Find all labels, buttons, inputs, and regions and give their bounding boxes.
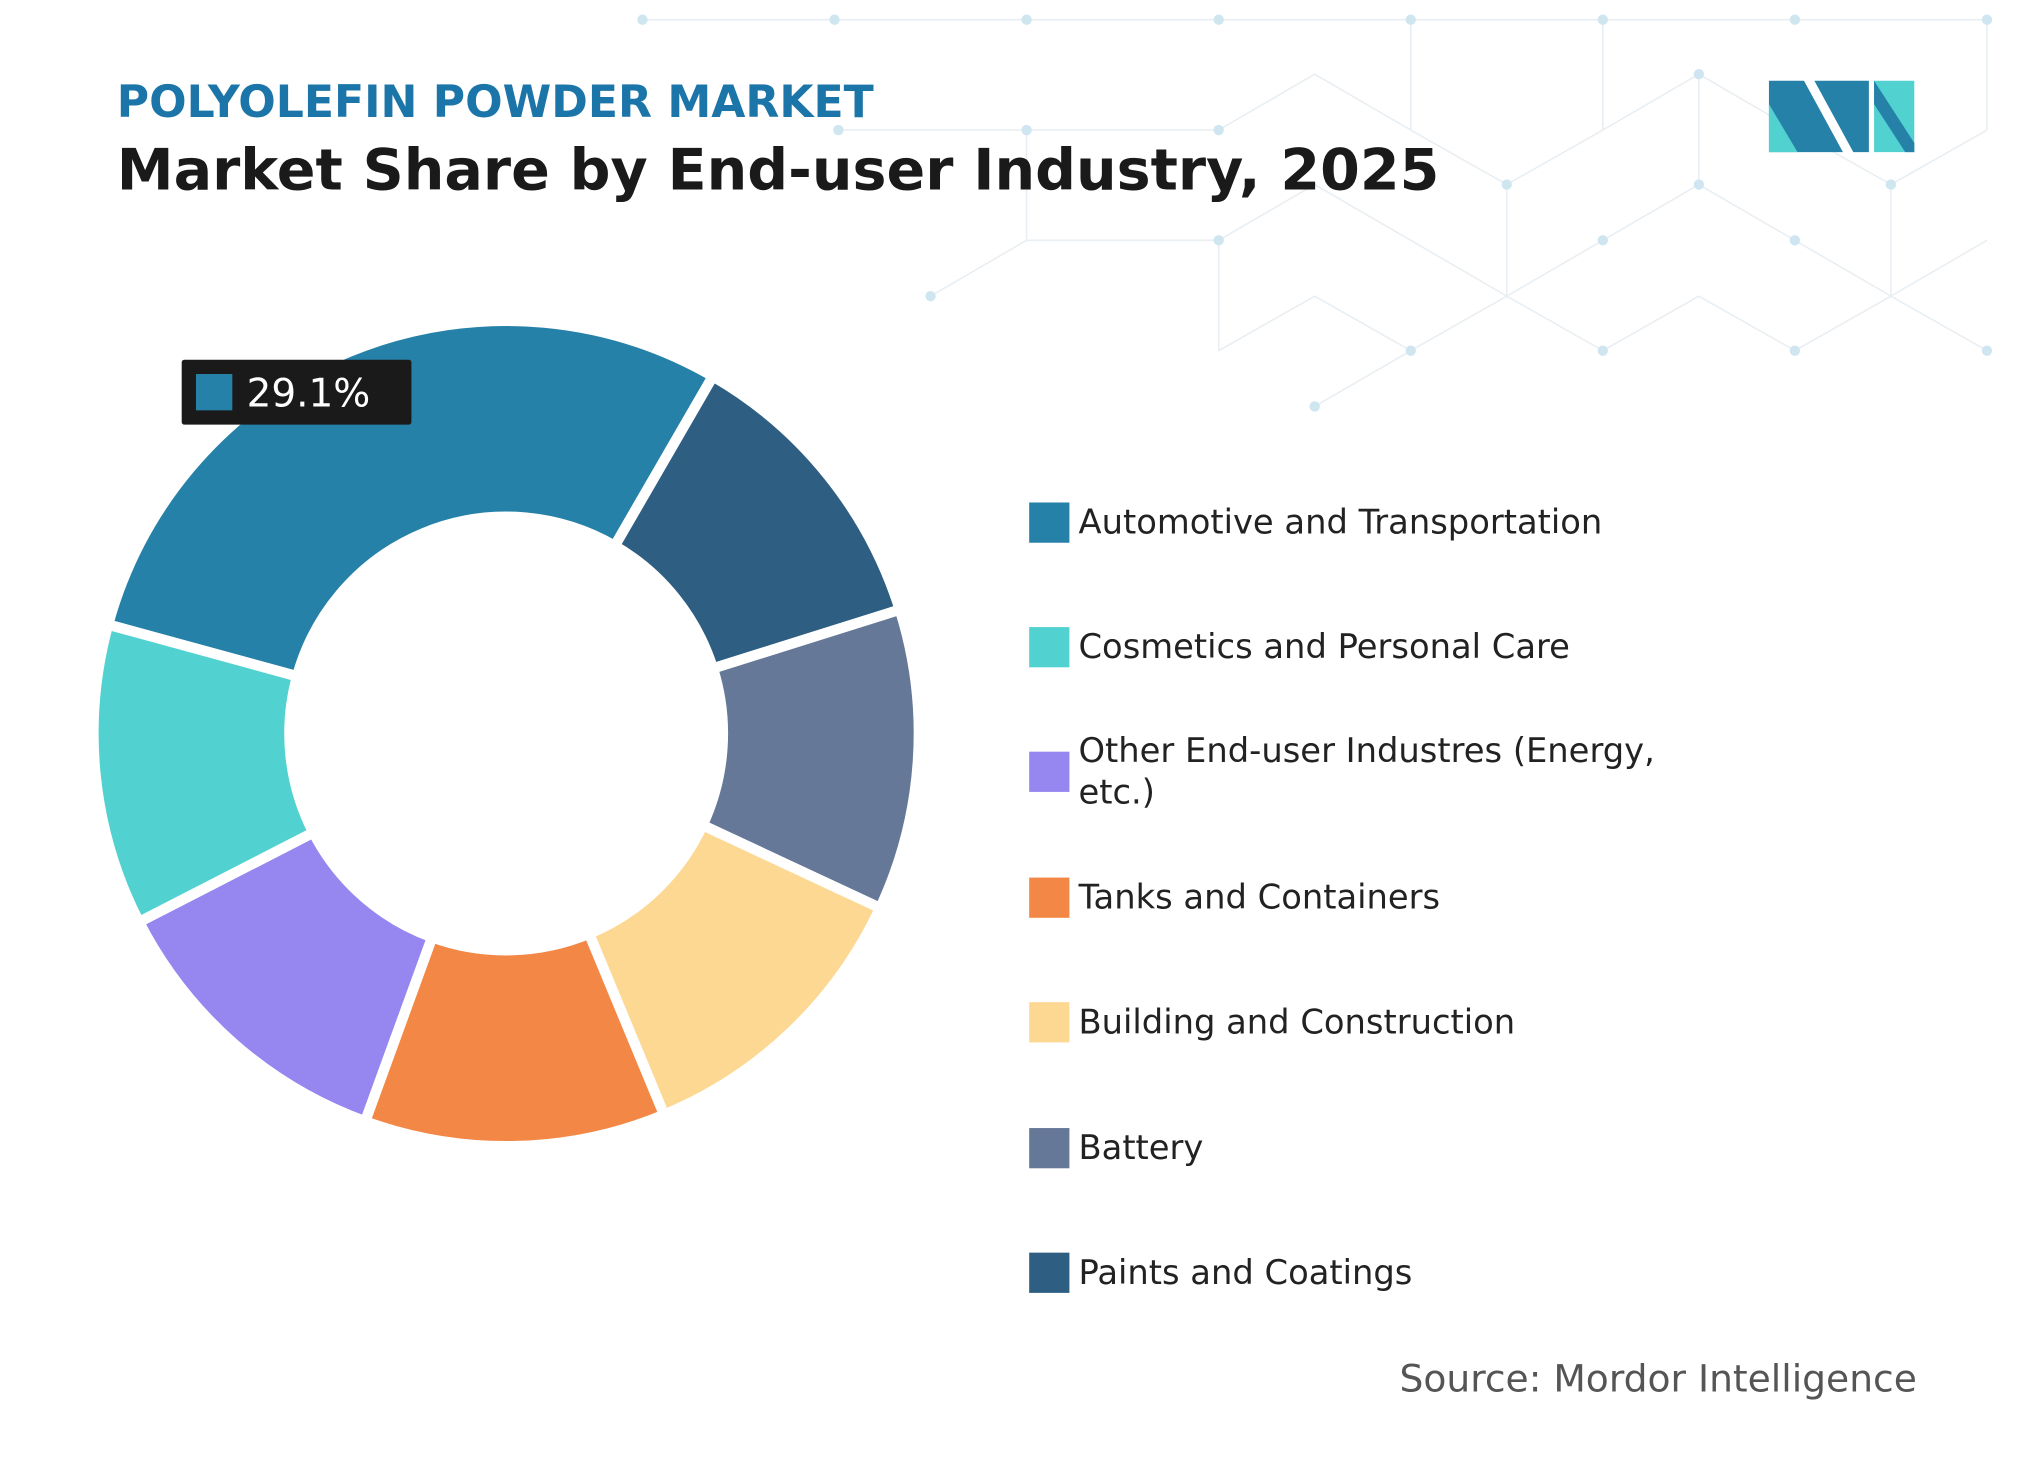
legend-swatch xyxy=(1029,627,1070,668)
legend-label: Battery xyxy=(1078,1129,1204,1169)
value-label-swatch xyxy=(195,374,233,411)
source: Source: Mordor Intelligence xyxy=(1399,1357,1916,1401)
legend: Automotive and Transportation Cosmetics a… xyxy=(1029,502,1655,1293)
legend-swatch xyxy=(1029,1002,1070,1043)
donut-slice xyxy=(358,926,671,1152)
legend-swatch xyxy=(1029,1252,1070,1293)
donut-slice xyxy=(88,618,321,930)
legend-item: Automotive and Transportation xyxy=(1078,503,1603,543)
legend-label: Automotive and Transportation xyxy=(1078,503,1603,543)
donut-slice xyxy=(607,369,907,675)
background-dots xyxy=(637,14,1993,412)
legend-item: Battery xyxy=(1078,1129,1204,1169)
legend-item: Tanks and Containers xyxy=(1078,878,1441,918)
legend-item: Other End-user Industres (Energy, etc.) xyxy=(1078,732,1655,813)
value-label: 29.1% xyxy=(181,359,412,425)
legend-item: Cosmetics and Personal Care xyxy=(1078,628,1570,668)
donut-slice xyxy=(132,825,439,1129)
chart-title: Market Share by End-user Industry, 2025 xyxy=(117,138,1440,204)
legend-label: Paints and Coatings xyxy=(1078,1253,1413,1293)
logo xyxy=(1768,80,1915,153)
value-label-text: 29.1% xyxy=(247,371,371,416)
chart-subtitle: POLYOLEFIN POWDER MARKET xyxy=(117,77,874,128)
legend-label: Building and Construction xyxy=(1078,1003,1516,1043)
background-pattern xyxy=(642,18,1988,408)
donut-slice xyxy=(695,603,925,915)
legend-swatch xyxy=(1029,1128,1070,1169)
legend-swatch xyxy=(1029,877,1070,918)
donut-slice xyxy=(582,818,888,1122)
value-label-box xyxy=(181,359,412,425)
legend-label: Tanks and Containers xyxy=(1078,878,1441,918)
legend-label: Other End-user Industres (Energy, etc.) xyxy=(1078,732,1655,813)
legend-item: Building and Construction xyxy=(1078,1003,1516,1043)
donut xyxy=(88,315,925,1152)
legend-item: Paints and Coatings xyxy=(1078,1253,1413,1293)
legend-label: Cosmetics and Personal Care xyxy=(1078,628,1570,668)
legend-swatch xyxy=(1029,751,1070,792)
legend-swatch xyxy=(1029,502,1070,543)
